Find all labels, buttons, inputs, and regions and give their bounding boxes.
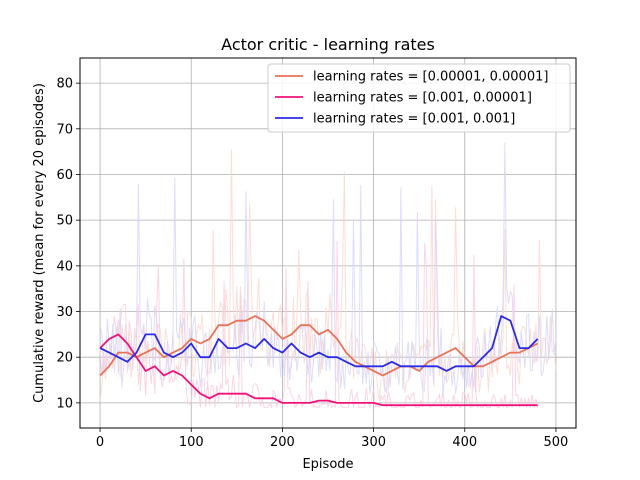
raw-reward-traces xyxy=(99,142,557,410)
legend-label-0: learning rates = [0.00001, 0.00001] xyxy=(313,70,548,85)
x-axis-label: Episode xyxy=(302,457,353,472)
x-tick-label: 200 xyxy=(270,435,295,450)
legend-label-1: learning rates = [0.001, 0.00001] xyxy=(313,91,532,106)
x-tick-label: 0 xyxy=(96,435,104,450)
x-tick-label: 300 xyxy=(361,435,386,450)
series-line-0 xyxy=(99,315,539,377)
y-tick-label: 20 xyxy=(56,351,73,366)
y-tick-label: 60 xyxy=(56,168,73,183)
axis-ticks: 0 100 200 300 400 500 10 20 30 40 50 60 70 80 xyxy=(56,77,568,450)
legend-box xyxy=(267,63,571,133)
x-tick-label: 400 xyxy=(452,435,477,450)
y-tick-label: 80 xyxy=(56,77,73,92)
raw-trace-0 xyxy=(99,148,557,402)
smoothed-series-lines xyxy=(99,315,539,407)
y-axis-label: Cumulative reward (mean for every 20 epi… xyxy=(32,83,47,403)
series-line-1 xyxy=(99,333,538,407)
plot-frame xyxy=(79,57,577,429)
x-tick-label: 100 xyxy=(179,435,204,450)
x-tick-label: 500 xyxy=(544,435,569,450)
y-tick-label: 30 xyxy=(56,305,73,320)
y-tick-label: 50 xyxy=(56,214,73,229)
legend-label-2: learning rates = [0.001, 0.001] xyxy=(313,112,515,127)
y-tick-label: 40 xyxy=(56,259,73,274)
y-tick-label: 70 xyxy=(56,122,73,137)
y-tick-label: 10 xyxy=(56,396,73,411)
raw-trace-2 xyxy=(99,142,557,397)
series-line-2 xyxy=(99,315,539,372)
chart-title: Actor critic - learning rates xyxy=(221,35,435,54)
legend: learning rates = [0.00001, 0.00001] learn… xyxy=(267,63,571,133)
raw-trace-1 xyxy=(99,240,539,410)
